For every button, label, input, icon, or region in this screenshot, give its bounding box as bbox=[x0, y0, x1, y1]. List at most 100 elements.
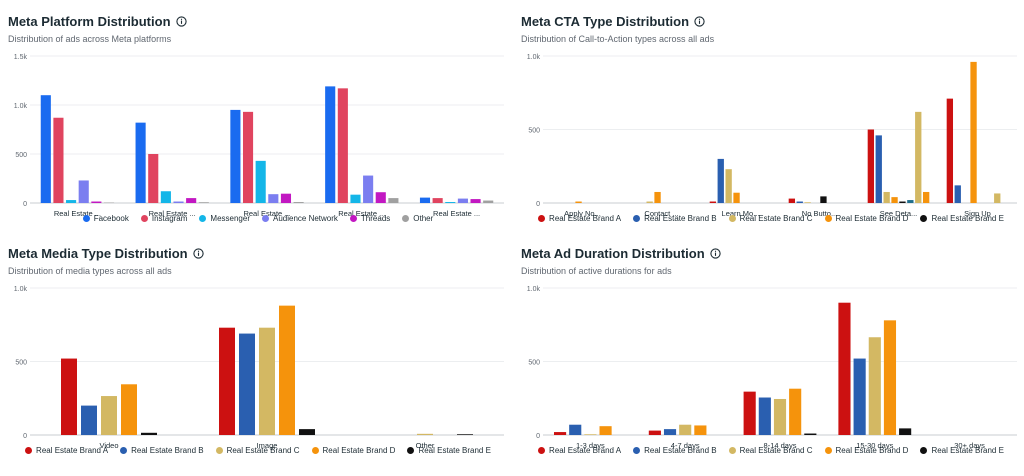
bar[interactable] bbox=[899, 201, 906, 203]
legend-item[interactable]: Real Estate Brand B bbox=[633, 214, 717, 223]
info-icon[interactable] bbox=[192, 248, 204, 259]
bar[interactable] bbox=[417, 433, 433, 435]
bar[interactable] bbox=[733, 192, 740, 203]
bar[interactable] bbox=[299, 429, 315, 435]
bar[interactable] bbox=[891, 197, 898, 203]
bar[interactable] bbox=[445, 202, 456, 203]
bar[interactable] bbox=[103, 202, 115, 204]
legend-item[interactable]: Real Estate Brand E bbox=[920, 446, 1004, 455]
bar[interactable] bbox=[325, 86, 336, 203]
bar[interactable] bbox=[81, 405, 97, 435]
bar[interactable] bbox=[141, 432, 157, 435]
bar[interactable] bbox=[230, 109, 241, 203]
bar[interactable] bbox=[789, 388, 802, 435]
legend-item[interactable]: Real Estate Brand D bbox=[824, 214, 908, 223]
bar[interactable] bbox=[820, 196, 827, 203]
bar[interactable] bbox=[219, 327, 235, 435]
bar[interactable] bbox=[148, 154, 159, 203]
legend-item[interactable]: Real Estate Brand D bbox=[311, 446, 395, 455]
bar[interactable] bbox=[78, 180, 89, 203]
bar[interactable] bbox=[663, 429, 677, 435]
bar[interactable] bbox=[121, 384, 137, 435]
bar[interactable] bbox=[419, 197, 431, 203]
bar[interactable] bbox=[388, 198, 399, 203]
bar[interactable] bbox=[259, 327, 275, 435]
bar[interactable] bbox=[135, 122, 146, 203]
bar[interactable] bbox=[268, 194, 279, 203]
legend-item[interactable]: Threads bbox=[349, 214, 390, 223]
bar[interactable] bbox=[717, 158, 724, 203]
bar[interactable] bbox=[954, 185, 961, 203]
bar[interactable] bbox=[899, 428, 912, 435]
bar[interactable] bbox=[853, 358, 866, 435]
bar[interactable] bbox=[648, 430, 661, 435]
bar[interactable] bbox=[946, 98, 954, 203]
legend-item[interactable]: Messenger bbox=[199, 214, 250, 223]
bar[interactable] bbox=[337, 88, 348, 203]
bar[interactable] bbox=[796, 201, 803, 203]
bar[interactable] bbox=[922, 191, 930, 203]
bar[interactable] bbox=[804, 433, 817, 435]
bar[interactable] bbox=[280, 193, 292, 203]
bar[interactable] bbox=[66, 200, 77, 203]
info-icon[interactable] bbox=[175, 16, 187, 27]
bar[interactable] bbox=[470, 199, 481, 203]
bar[interactable] bbox=[875, 135, 882, 203]
bar[interactable] bbox=[553, 432, 567, 435]
bar[interactable] bbox=[363, 175, 374, 203]
bar[interactable] bbox=[646, 201, 653, 203]
legend-item[interactable]: Real Estate Brand C bbox=[728, 214, 813, 223]
bar[interactable] bbox=[994, 193, 1001, 203]
legend-item[interactable]: Real Estate Brand A bbox=[538, 214, 621, 223]
bar[interactable] bbox=[584, 434, 597, 435]
bar[interactable] bbox=[883, 191, 890, 203]
legend-item[interactable]: Real Estate Brand E bbox=[920, 214, 1004, 223]
bar[interactable] bbox=[457, 198, 468, 203]
info-icon[interactable] bbox=[710, 248, 721, 259]
legend-item[interactable]: Real Estate Brand A bbox=[538, 446, 621, 455]
bar[interactable] bbox=[709, 201, 717, 203]
bar[interactable] bbox=[883, 320, 897, 435]
bar[interactable] bbox=[758, 397, 771, 435]
bar[interactable] bbox=[725, 169, 732, 203]
bar[interactable] bbox=[457, 434, 473, 435]
bar[interactable] bbox=[255, 160, 266, 203]
bar[interactable] bbox=[40, 95, 51, 203]
bar[interactable] bbox=[599, 426, 612, 435]
bar[interactable] bbox=[838, 302, 851, 435]
bar[interactable] bbox=[868, 337, 881, 435]
bar[interactable] bbox=[279, 305, 295, 435]
bar[interactable] bbox=[867, 129, 875, 204]
bar[interactable] bbox=[970, 61, 977, 203]
bar[interactable] bbox=[654, 191, 661, 203]
bar[interactable] bbox=[483, 200, 494, 203]
legend-item[interactable]: Real Estate Brand A bbox=[25, 446, 108, 455]
bar[interactable] bbox=[575, 201, 582, 203]
bar[interactable] bbox=[242, 111, 254, 203]
info-icon[interactable] bbox=[694, 16, 705, 27]
bar[interactable] bbox=[173, 201, 184, 203]
bar[interactable] bbox=[804, 202, 811, 203]
bar[interactable] bbox=[375, 192, 386, 203]
legend-item[interactable]: Other bbox=[402, 214, 433, 223]
bar[interactable] bbox=[198, 202, 209, 203]
bar[interactable] bbox=[160, 191, 171, 203]
bar[interactable] bbox=[679, 424, 692, 435]
bar[interactable] bbox=[907, 200, 914, 203]
bar[interactable] bbox=[186, 198, 197, 203]
legend-item[interactable]: Real Estate Brand E bbox=[407, 446, 491, 455]
bar[interactable] bbox=[350, 194, 361, 203]
legend-item[interactable]: Real Estate Brand B bbox=[120, 446, 204, 455]
bar[interactable] bbox=[694, 425, 707, 435]
bar[interactable] bbox=[293, 202, 304, 203]
bar[interactable] bbox=[743, 391, 756, 435]
legend-item[interactable]: Instagram bbox=[140, 214, 187, 223]
legend-item[interactable]: Real Estate Brand D bbox=[824, 446, 908, 455]
bar[interactable] bbox=[239, 333, 255, 435]
legend-item[interactable]: Real Estate Brand C bbox=[215, 446, 300, 455]
bar[interactable] bbox=[773, 398, 787, 435]
legend-item[interactable]: Audience Network bbox=[262, 214, 338, 223]
legend-item[interactable]: Real Estate Brand B bbox=[633, 446, 717, 455]
bar[interactable] bbox=[788, 198, 796, 203]
bar[interactable] bbox=[569, 424, 582, 435]
